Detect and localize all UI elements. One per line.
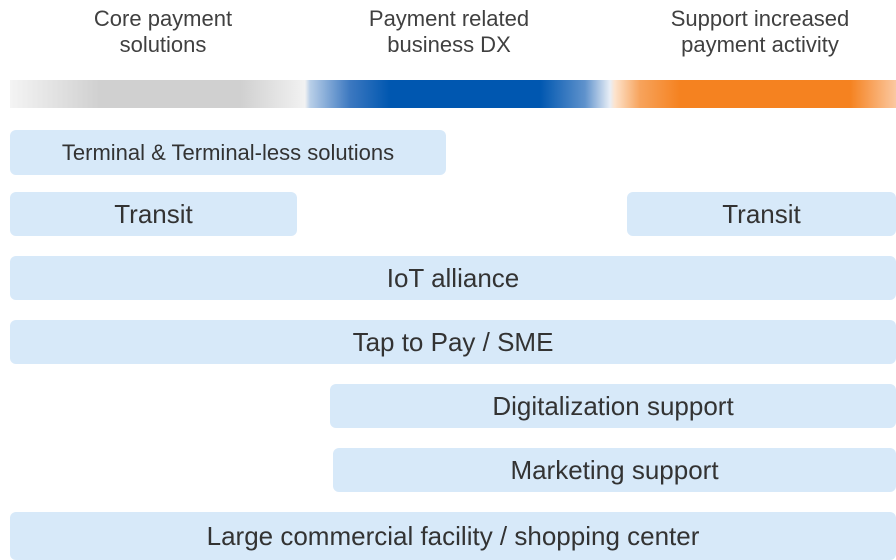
header-line: payment activity	[681, 32, 839, 57]
header-line: Core payment	[93, 6, 233, 31]
bar: Transit	[10, 192, 297, 236]
column-header: Core payment solutions	[23, 6, 303, 58]
bar: Marketing support	[333, 448, 896, 492]
bar: Transit	[627, 192, 896, 236]
bar: IoT alliance	[10, 256, 896, 300]
bar: Terminal & Terminal-less solutions	[10, 130, 446, 175]
header-line: Support increased	[670, 6, 850, 31]
bar: Digitalization support	[330, 384, 896, 428]
gradient-band	[10, 80, 896, 108]
column-header: Payment related business DX	[309, 6, 589, 58]
bar: Tap to Pay / SME	[10, 320, 896, 364]
header-line: business DX	[387, 32, 511, 57]
column-header: Support increased payment activity	[620, 6, 896, 58]
header-line: solutions	[119, 32, 207, 57]
header-line: Payment related	[368, 6, 530, 31]
bar: Large commercial facility / shopping cen…	[10, 512, 896, 560]
